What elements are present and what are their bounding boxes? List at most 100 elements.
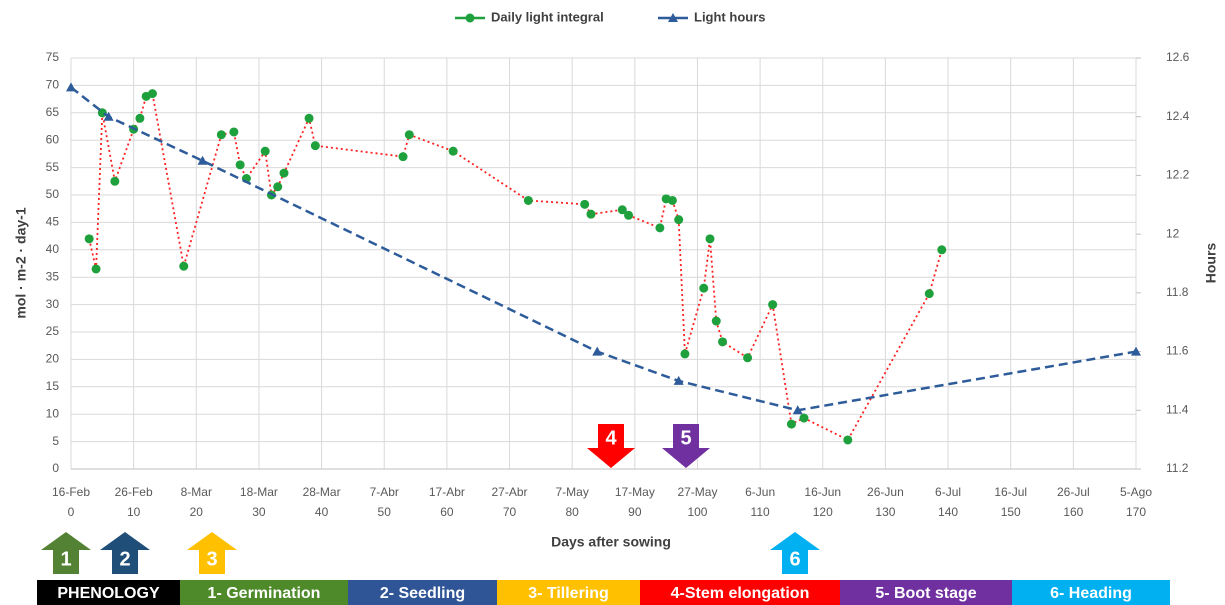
y-tick-label: 55 <box>46 160 60 174</box>
annotation-label: 4 <box>605 427 617 449</box>
annotation-arrow <box>662 424 710 468</box>
legend-marker <box>465 13 475 23</box>
y-tick-label: 65 <box>46 105 60 119</box>
point-marker <box>937 245 947 255</box>
annotation-arrow <box>187 532 237 574</box>
x-tick-label: 60 <box>440 505 454 519</box>
x-tick-label: 90 <box>628 505 642 519</box>
y2-tick-label: 11.2 <box>1166 461 1189 475</box>
point-marker <box>216 130 226 140</box>
y-axis-label: mol · m-2 · day-1 <box>13 207 29 318</box>
annotation-label: 3 <box>206 548 217 570</box>
y-tick-label: 60 <box>46 132 60 146</box>
point-marker <box>786 419 796 429</box>
x-tick-label: 100 <box>687 505 707 519</box>
x-tick-date: 8-Mar <box>181 485 212 499</box>
x-tick-label: 140 <box>938 505 958 519</box>
annotation-label: 6 <box>789 548 800 570</box>
phenology-segment <box>497 580 640 605</box>
y-tick-label: 0 <box>52 461 59 475</box>
point-marker <box>229 127 239 137</box>
y-tick-label: 15 <box>46 379 60 393</box>
phenology-label: 4-Stem elongation <box>671 585 810 602</box>
point-marker <box>110 176 120 186</box>
annotation-label: 5 <box>680 427 691 449</box>
x-tick-date: 6-Jul <box>935 485 961 499</box>
legend-marker <box>668 13 678 22</box>
point-marker <box>304 113 314 123</box>
y2-tick-label: 11.4 <box>1166 402 1189 416</box>
phenology-segment <box>37 580 180 605</box>
y2-tick-label: 12.6 <box>1166 50 1190 64</box>
x-tick-date: 7-May <box>556 485 589 499</box>
point-marker <box>743 353 753 363</box>
point-marker <box>235 160 245 170</box>
x-tick-date: 6-Jun <box>745 485 775 499</box>
point-marker <box>91 264 101 274</box>
point-marker <box>147 89 157 99</box>
y-tick-label: 70 <box>46 78 60 92</box>
x-tick-label: 160 <box>1063 505 1083 519</box>
y-tick-label: 5 <box>52 434 59 448</box>
triangle-marker <box>66 82 76 92</box>
legend-label: Daily light integral <box>491 9 604 24</box>
y2-tick-label: 11.6 <box>1166 344 1189 358</box>
x-tick-label: 70 <box>503 505 517 519</box>
x-tick-date: 28-Mar <box>303 485 341 499</box>
point-marker <box>655 223 665 233</box>
point-marker <box>404 130 414 140</box>
triangle-marker <box>1131 346 1141 356</box>
point-marker <box>617 205 627 215</box>
point-marker <box>179 261 189 271</box>
y-tick-label: 75 <box>46 50 60 64</box>
annotation-arrow <box>587 424 635 468</box>
phenology-label: 6- Heading <box>1050 585 1132 602</box>
point-marker <box>624 210 634 220</box>
x-tick-date: 5-Ago <box>1120 485 1152 499</box>
point-marker <box>705 234 715 244</box>
x-tick-label: 50 <box>378 505 392 519</box>
point-marker <box>768 300 778 310</box>
y2-tick-label: 12.2 <box>1166 168 1190 182</box>
series-line <box>70 86 1137 412</box>
phenology-segment <box>1012 580 1170 605</box>
x-tick-date: 17-May <box>615 485 655 499</box>
point-marker <box>523 195 533 205</box>
x-tick-date: 16-Jun <box>804 485 841 499</box>
triangle-marker <box>792 405 803 415</box>
triangle-marker <box>673 375 684 385</box>
phenology-label: 1- Germination <box>208 585 321 602</box>
point-marker <box>135 113 145 123</box>
point-marker <box>799 413 809 423</box>
y2-tick-label: 11.8 <box>1166 285 1189 299</box>
x-tick-date: 26-Jun <box>867 485 904 499</box>
point-marker <box>580 199 590 209</box>
x-tick-date: 27-Abr <box>492 485 528 499</box>
point-marker <box>718 337 728 347</box>
point-marker <box>699 283 709 293</box>
y2-axis-label: Hours <box>1203 243 1219 284</box>
phenology-label: 5- Boot stage <box>875 585 976 602</box>
point-marker <box>843 435 853 445</box>
y-tick-label: 50 <box>46 187 60 201</box>
point-marker <box>667 195 677 205</box>
y-tick-label: 10 <box>46 406 60 420</box>
x-tick-label: 40 <box>315 505 329 519</box>
triangle-marker <box>103 111 114 121</box>
point-marker <box>310 141 320 151</box>
point-marker <box>84 234 94 244</box>
annotation-label: 2 <box>119 548 130 570</box>
x-tick-label: 130 <box>875 505 895 519</box>
y-tick-label: 35 <box>46 269 60 283</box>
x-axis-label: Days after sowing <box>551 534 671 550</box>
phenology-label: 3- Tillering <box>528 585 609 602</box>
x-tick-date: 27-May <box>677 485 717 499</box>
y2-tick-label: 12.4 <box>1166 109 1190 123</box>
y-tick-label: 30 <box>46 297 60 311</box>
x-tick-label: 120 <box>813 505 833 519</box>
triangle-marker <box>592 346 603 356</box>
legend-label: Light hours <box>694 9 766 24</box>
x-tick-label: 110 <box>751 505 770 519</box>
y2-tick-label: 12 <box>1166 226 1180 240</box>
